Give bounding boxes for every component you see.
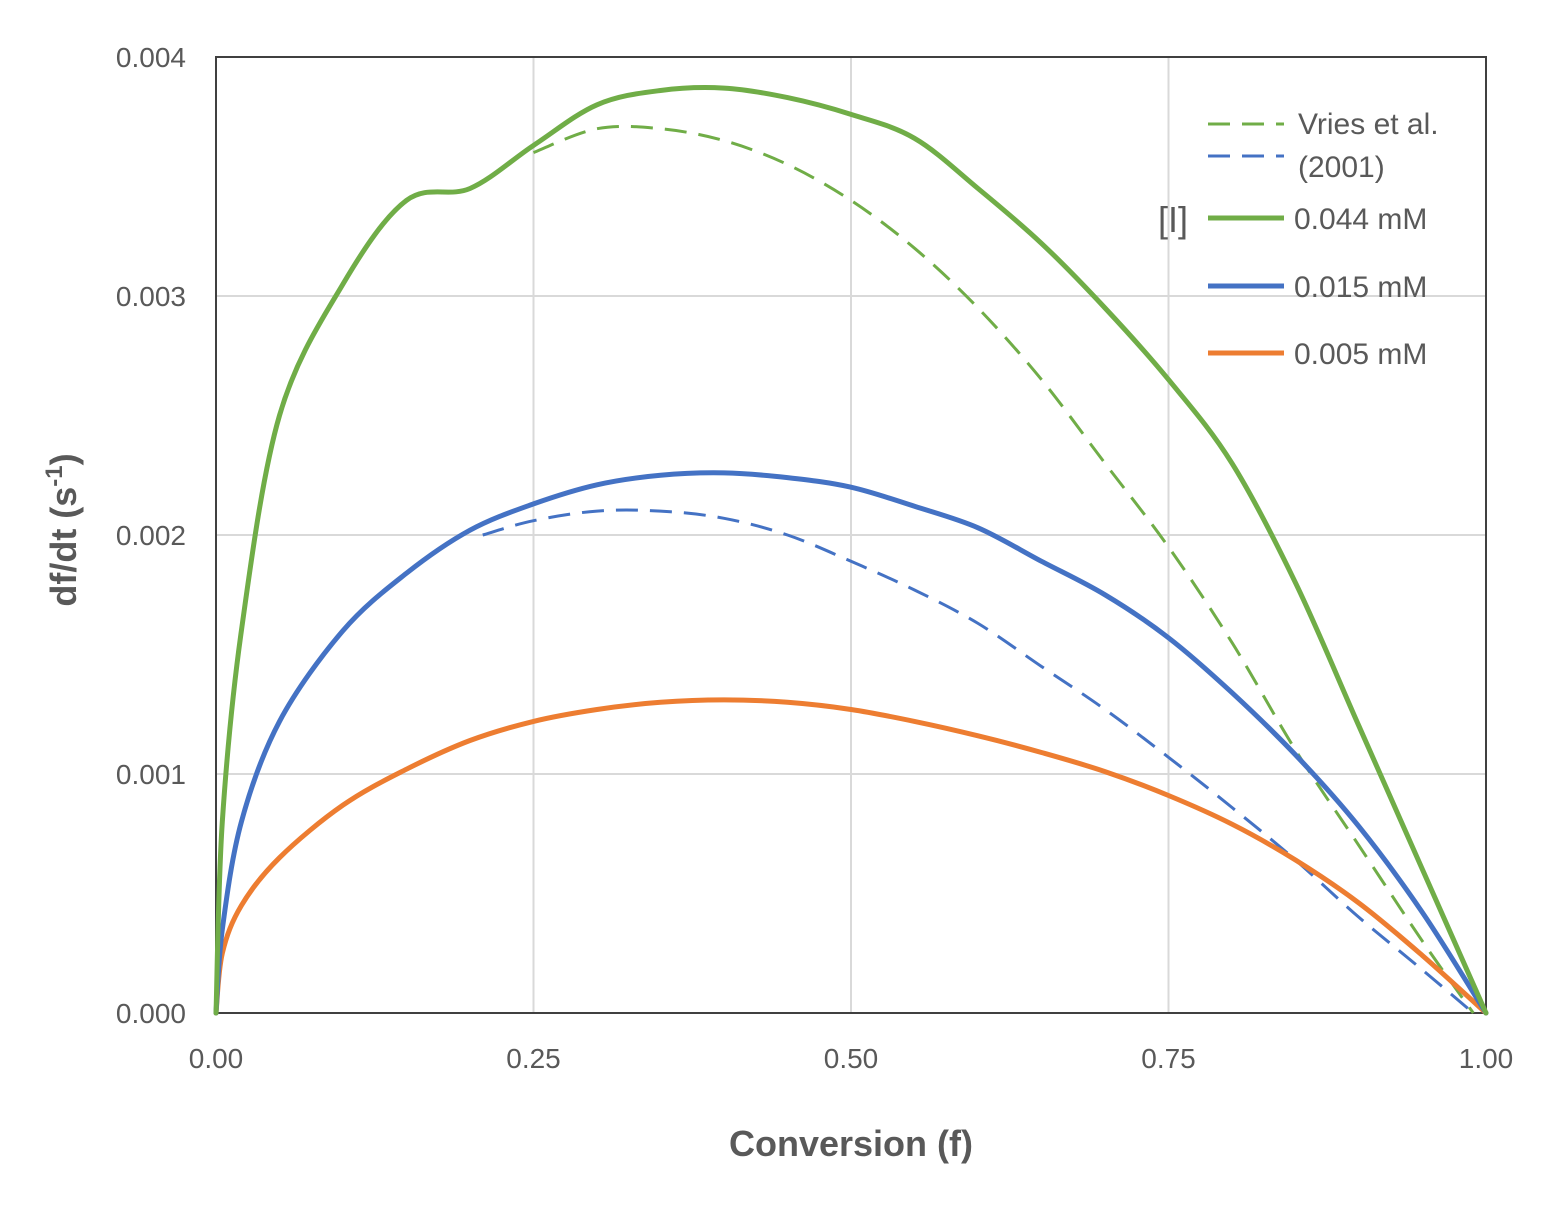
legend-label-0015: 0.015 mM	[1294, 271, 1427, 304]
series-line-0-005-mm	[213, 697, 1489, 1016]
x-axis-title: Conversion (f)	[729, 1123, 973, 1164]
tick-labels: 0.00 0.25 0.50 0.75 1.00 0.000 0.001 0.002 0.003…	[116, 42, 1513, 1074]
y-axis-title-sup: -1	[41, 465, 68, 486]
legend-label-0005: 0.005 mM	[1294, 338, 1427, 371]
x-tick-label: 0.50	[824, 1043, 879, 1074]
legend-label-0044: 0.044 mM	[1294, 203, 1427, 236]
y-axis-title-close: )	[43, 453, 84, 465]
legend-group-label: [I]	[1158, 199, 1188, 240]
legend-reference-label-line1: Vries et al.	[1298, 108, 1439, 141]
series-line-vries-et-al-0-044-mm	[532, 124, 1475, 1014]
y-tick-label: 0.003	[116, 281, 186, 312]
plot-area-border	[215, 56, 1487, 1014]
grid	[216, 57, 1486, 1013]
series-line-vries-et-al-0-015-mm	[482, 508, 1475, 1015]
legend-reference-label-line2: (2001)	[1298, 151, 1385, 184]
y-axis-title: df/dt (s-1)	[41, 453, 84, 606]
x-tick-label: 1.00	[1459, 1043, 1514, 1074]
y-axis-title-main: df/dt (s	[43, 487, 84, 607]
y-tick-label: 0.002	[116, 520, 186, 551]
x-tick-label: 0.00	[189, 1043, 244, 1074]
y-tick-label: 0.000	[116, 998, 186, 1029]
y-tick-label: 0.004	[116, 42, 186, 73]
x-tick-label: 0.25	[506, 1043, 561, 1074]
series-line-0-015-mm	[213, 470, 1489, 1016]
series-line-0-044-mm	[213, 85, 1489, 1016]
y-tick-label: 0.001	[116, 759, 186, 790]
series-layer	[213, 85, 1489, 1016]
x-tick-label: 0.75	[1141, 1043, 1196, 1074]
legend: Vries et al. (2001) [I] 0.044 mM 0.015 m…	[1158, 108, 1439, 371]
